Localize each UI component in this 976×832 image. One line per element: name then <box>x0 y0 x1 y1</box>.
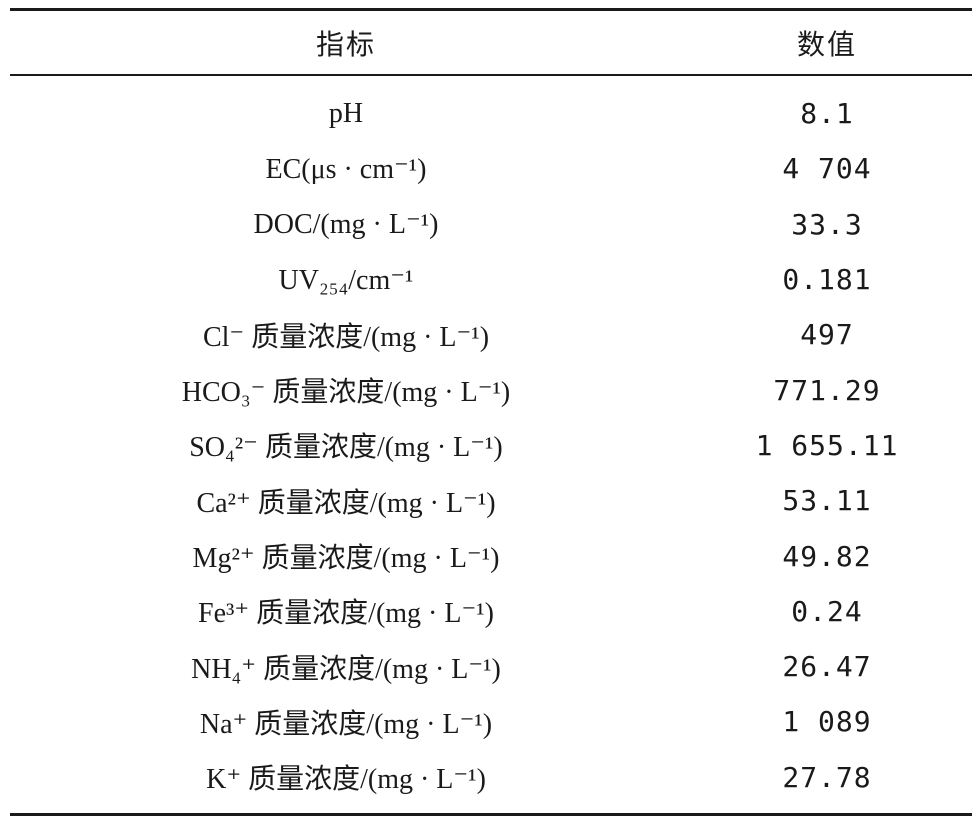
value-cell: 4 704 <box>782 152 872 186</box>
value-cell: 1 089 <box>782 705 872 739</box>
indicator-cell: NH₄⁺ 质量浓度/(mg · L⁻¹) <box>191 653 501 685</box>
indicator-cell: SO₄²⁻ 质量浓度/(mg · L⁻¹) <box>189 432 503 464</box>
table-row: HCO₃⁻ 质量浓度/(mg · L⁻¹) 771.29 <box>10 362 972 417</box>
table-row: pH 8.1 <box>10 86 972 141</box>
value-cell: 0.24 <box>791 594 863 628</box>
table-row: Mg²⁺ 质量浓度/(mg · L⁻¹) 49.82 <box>10 528 972 583</box>
indicator-cell: Na⁺ 质量浓度/(mg · L⁻¹) <box>199 708 493 740</box>
indicator-cell: Fe³⁺ 质量浓度/(mg · L⁻¹) <box>198 598 494 630</box>
indicator-cell: HCO₃⁻ 质量浓度/(mg · L⁻¹) <box>181 377 511 409</box>
value-cell: 49.82 <box>782 539 872 573</box>
indicator-cell: Mg²⁺ 质量浓度/(mg · L⁻¹) <box>192 543 500 575</box>
indicator-cell: K⁺ 质量浓度/(mg · L⁻¹) <box>206 764 486 796</box>
indicator-cell: pH <box>328 97 364 129</box>
table-row: NH₄⁺ 质量浓度/(mg · L⁻¹) 26.47 <box>10 639 972 694</box>
table-body: pH 8.1 EC(μs · cm⁻¹) 4 704 DOC/(mg · L⁻¹) 33.… <box>10 76 972 813</box>
table-row: DOC/(mg · L⁻¹) 33.3 <box>10 197 972 252</box>
table-row: UV₂₅₄/cm⁻¹ 0.181 <box>10 252 972 307</box>
table-row: Na⁺ 质量浓度/(mg · L⁻¹) 1 089 <box>10 694 972 749</box>
header-value: 数值 <box>796 27 857 61</box>
table-row: EC(μs · cm⁻¹) 4 704 <box>10 141 972 196</box>
table-row: Cl⁻ 质量浓度/(mg · L⁻¹) 497 <box>10 307 972 362</box>
header-rule <box>10 74 972 76</box>
header-indicator: 指标 <box>315 27 376 61</box>
bottom-rule <box>10 812 972 816</box>
table-row: Fe³⁺ 质量浓度/(mg · L⁻¹) 0.24 <box>10 584 972 639</box>
indicator-cell: EC(μs · cm⁻¹) <box>265 153 427 185</box>
value-cell: 27.78 <box>782 760 872 794</box>
table-header-row: 指标 数值 <box>10 11 972 74</box>
indicator-cell: UV₂₅₄/cm⁻¹ <box>278 264 414 296</box>
table-row: Ca²⁺ 质量浓度/(mg · L⁻¹) 53.11 <box>10 473 972 528</box>
value-cell: 771.29 <box>773 373 881 407</box>
water-quality-table: 指标 数值 pH 8.1 EC(μs · cm⁻¹) 4 704 DOC/(mg · L… <box>10 8 972 816</box>
value-cell: 33.3 <box>791 207 863 241</box>
value-cell: 497 <box>800 318 854 352</box>
value-cell: 0.181 <box>782 263 872 297</box>
indicator-cell: Cl⁻ 质量浓度/(mg · L⁻¹) <box>202 321 490 353</box>
value-cell: 8.1 <box>800 97 854 131</box>
indicator-cell: DOC/(mg · L⁻¹) <box>253 209 439 241</box>
value-cell: 26.47 <box>782 650 872 684</box>
value-cell: 53.11 <box>782 484 872 518</box>
value-cell: 1 655.11 <box>755 428 899 462</box>
top-rule <box>10 8 972 11</box>
table-row: SO₄²⁻ 质量浓度/(mg · L⁻¹) 1 655.11 <box>10 418 972 473</box>
indicator-cell: Ca²⁺ 质量浓度/(mg · L⁻¹) <box>196 487 496 519</box>
table-row: K⁺ 质量浓度/(mg · L⁻¹) 27.78 <box>10 750 972 805</box>
